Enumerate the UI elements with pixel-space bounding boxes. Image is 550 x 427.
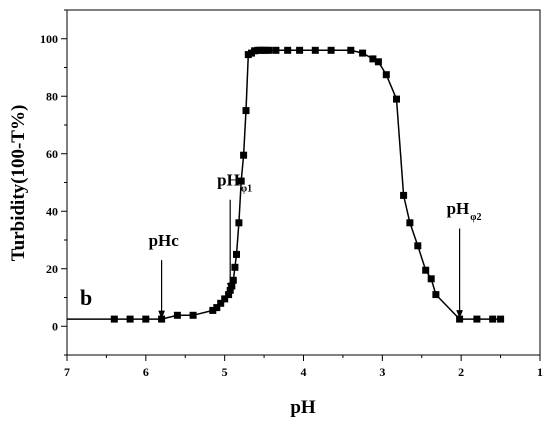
data-point (189, 311, 197, 319)
data-point (229, 276, 237, 284)
series-line (67, 49, 501, 320)
axes: 7 6 5 4 3 2 1 0 20 40 60 80 100 (40, 9, 543, 379)
data-point (489, 315, 497, 323)
data-point (235, 219, 243, 227)
data-point (225, 291, 233, 299)
annotation-main-text: pH (217, 170, 240, 189)
data-point (311, 46, 319, 54)
data-point (272, 46, 280, 54)
data-point (231, 263, 239, 271)
data-point (347, 46, 355, 54)
data-point (173, 311, 181, 319)
annotation-pH-phi1: pHφ1 (217, 170, 252, 292)
annotation-subscript: φ1 (241, 183, 252, 194)
data-point (414, 242, 422, 250)
data-point (240, 151, 248, 159)
x-tick-label: 6 (143, 365, 149, 379)
data-point (422, 266, 430, 274)
data-point (432, 291, 440, 299)
data-point (284, 46, 292, 54)
annotation-pH-phi2: pHφ2 (447, 199, 482, 319)
data-point (427, 275, 435, 283)
data-point (406, 219, 414, 227)
y-tick-label: 0 (52, 319, 58, 333)
data-point (213, 304, 221, 312)
y-tick-label: 60 (46, 147, 58, 161)
y-tick-label: 100 (40, 32, 58, 46)
data-point (110, 315, 118, 323)
data-point (327, 46, 335, 54)
annotation-label: pHφ1 (217, 170, 252, 194)
x-tick-label: 3 (379, 365, 385, 379)
data-point (158, 315, 166, 323)
data-point (233, 250, 240, 258)
data-point (497, 315, 505, 323)
data-point (374, 58, 382, 66)
y-tick-label: 40 (46, 204, 58, 218)
x-tick-label: 4 (301, 365, 307, 379)
annotation-label: pHφ2 (447, 199, 482, 223)
y-tick-label: 80 (46, 89, 58, 103)
annotation-label: pHc (149, 231, 180, 250)
x-tick-label: 7 (64, 365, 70, 379)
data-point (393, 95, 400, 103)
data-point (359, 49, 367, 57)
annotation-pHc: pHc (149, 231, 180, 320)
data-point (217, 299, 225, 307)
x-tick-label: 5 (222, 365, 228, 379)
data-point (142, 315, 150, 323)
data-point (473, 315, 481, 323)
y-axis-title: Turbidity(100-T%) (8, 105, 29, 262)
data-point (126, 315, 134, 323)
data-point (382, 71, 390, 79)
data-point (221, 295, 229, 303)
x-tick-label: 2 (458, 365, 464, 379)
data-point (265, 46, 273, 54)
x-axis-title: pH (290, 397, 316, 418)
data-point (296, 46, 304, 54)
data-point (209, 306, 217, 314)
data-point (369, 55, 377, 63)
annotation-main-text: pHc (149, 231, 180, 250)
data-point (237, 177, 245, 185)
plot-frame (66, 9, 541, 356)
x-tick-label: 1 (537, 365, 543, 379)
annotation-subscript: φ2 (470, 212, 481, 223)
data-point (242, 107, 250, 115)
series-layer (67, 46, 505, 323)
annotation-main-text: pH (447, 199, 470, 218)
y-tick-label: 20 (46, 262, 58, 276)
data-point (400, 191, 408, 199)
data-point (456, 315, 464, 323)
panel-label: b (80, 285, 92, 310)
